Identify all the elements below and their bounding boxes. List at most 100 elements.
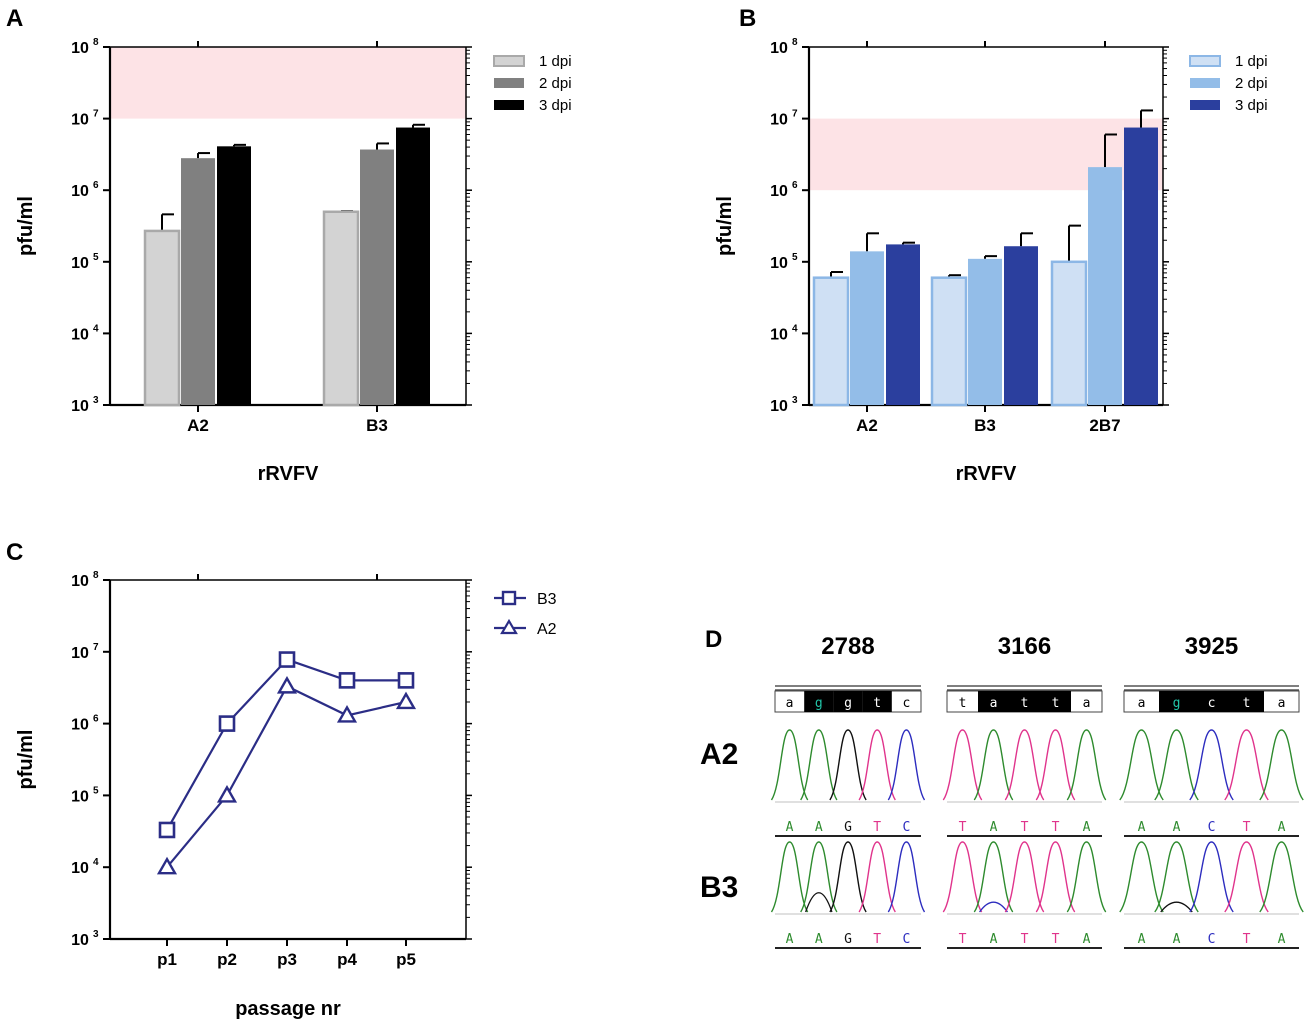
- legend-swatch: [1190, 78, 1220, 88]
- trace-peak: [942, 729, 983, 801]
- x-tick-label: p2: [217, 950, 237, 969]
- legend-label: 3 dpi: [1235, 97, 1268, 114]
- y-tick-label-base: 10: [770, 255, 788, 272]
- called-base: A: [1278, 932, 1286, 947]
- ref-base: a: [1138, 696, 1146, 711]
- trace-minor-peak: [805, 892, 833, 913]
- ref-base: a: [1083, 696, 1091, 711]
- y-tick-label-base: 10: [71, 860, 89, 877]
- point-A2-p4: [336, 705, 358, 723]
- point-B3-p3: [278, 651, 296, 668]
- trace-peak: [1224, 729, 1269, 801]
- bar-3-dpi-A2: [217, 146, 251, 405]
- bar-1-dpi-B3: [930, 276, 968, 407]
- point-A2-p5: [395, 691, 417, 710]
- y-tick-label-exponent: 8: [93, 37, 99, 48]
- ref-base: a: [990, 696, 998, 711]
- y-tick-label-exponent: 8: [93, 570, 99, 581]
- trace-peak: [1066, 729, 1107, 801]
- bar-1-dpi-A2: [143, 229, 181, 407]
- called-base: T: [873, 932, 881, 947]
- chart-panel-b: 10 8 10 7 10 6 10 5 10 4 10 3 pfu/ml rRVFV A2 B3 2B7 1 dp…: [714, 37, 1268, 485]
- trace-peak: [973, 841, 1014, 913]
- bar-3-dpi-2B7: [1124, 127, 1158, 405]
- legend-swatch: [494, 100, 524, 110]
- point-A2-p1: [156, 856, 178, 875]
- point-B3-p1: [158, 821, 176, 839]
- y-tick-label-base: 10: [71, 112, 89, 129]
- trace-peak: [1004, 841, 1045, 913]
- y-tick-label-exponent: 3: [792, 395, 798, 406]
- point-B3-p5: [397, 672, 415, 689]
- bar-2-dpi-A2: [181, 158, 215, 405]
- y-tick-label-exponent: 7: [792, 109, 798, 120]
- ref-highlight: [978, 691, 1009, 712]
- ref-highlight: [1229, 691, 1264, 712]
- y-tick-label-exponent: 5: [792, 252, 798, 263]
- legend-label: 2 dpi: [539, 75, 572, 92]
- y-tick-label-exponent: 4: [93, 323, 99, 334]
- bar-2-dpi-B3: [360, 149, 394, 405]
- series-line-A2: [166, 684, 407, 868]
- x-tick-label: B3: [366, 416, 388, 435]
- called-base: A: [990, 932, 998, 947]
- called-base: A: [1278, 820, 1286, 835]
- trace-peak: [829, 729, 867, 801]
- bar-2-dpi-2B7: [1088, 167, 1122, 405]
- y-tick-label-exponent: 6: [792, 180, 798, 191]
- y-tick-label-exponent: 7: [93, 109, 99, 120]
- position-label: 2788: [821, 633, 874, 660]
- y-tick-label-base: 10: [71, 40, 89, 57]
- called-base: A: [815, 820, 823, 835]
- trace-peak: [1259, 841, 1304, 913]
- x-tick-label: A2: [856, 416, 878, 435]
- trace-peak: [1154, 841, 1199, 913]
- x-tick-label: 2B7: [1089, 416, 1120, 435]
- bar-2-dpi-A2: [850, 251, 884, 405]
- called-base: T: [959, 932, 967, 947]
- legend-marker-square: [501, 590, 517, 606]
- called-base: T: [1052, 820, 1060, 835]
- y-axis-title: pfu/ml: [714, 196, 736, 256]
- ref-base: t: [959, 696, 967, 711]
- y-tick-label-exponent: 4: [93, 857, 99, 868]
- point-A2-p2: [216, 784, 238, 803]
- x-tick-label: p5: [396, 950, 416, 969]
- y-tick-label-base: 10: [770, 398, 788, 415]
- panel-letter-d: D: [705, 626, 722, 653]
- trace-peak: [1119, 841, 1164, 913]
- ref-highlight: [804, 691, 834, 712]
- y-tick-label-base: 10: [770, 326, 788, 343]
- ref-base: g: [844, 696, 852, 711]
- ref-base: t: [1052, 696, 1060, 711]
- x-tick-label: p1: [157, 950, 177, 969]
- y-axis-title: pfu/ml: [15, 730, 37, 790]
- shaded-range-band: [110, 47, 466, 119]
- called-base: C: [1208, 820, 1216, 835]
- called-base: A: [1083, 820, 1091, 835]
- called-base: C: [902, 932, 910, 947]
- called-base: C: [1208, 932, 1216, 947]
- trace-minor-peak: [1160, 901, 1193, 913]
- trace-peak: [829, 841, 867, 913]
- legend-swatch: [1189, 55, 1221, 67]
- panel-letter-b: B: [739, 5, 756, 32]
- called-base: A: [1138, 820, 1146, 835]
- trace-peak: [858, 729, 896, 801]
- point-B3-p4: [338, 672, 356, 689]
- trace-peak: [1259, 729, 1304, 801]
- called-base: T: [1243, 932, 1251, 947]
- bar-3-dpi-A2: [886, 244, 920, 405]
- sequencing-panel-d: A2 B3 2788 a g g t c A A G T C A A G T C 3166 t a t t a T A T T A T A T…: [700, 633, 1304, 949]
- ref-highlight: [833, 691, 863, 712]
- y-tick-label-exponent: 6: [93, 180, 99, 191]
- y-tick-label-base: 10: [770, 112, 788, 129]
- trace-peak: [770, 729, 809, 801]
- ref-highlight: [862, 691, 892, 712]
- ref-highlight: [1159, 691, 1194, 712]
- trace-peak: [1066, 841, 1107, 913]
- y-tick-label-base: 10: [71, 717, 89, 734]
- y-tick-label-base: 10: [71, 398, 89, 415]
- ref-base: c: [1208, 696, 1216, 711]
